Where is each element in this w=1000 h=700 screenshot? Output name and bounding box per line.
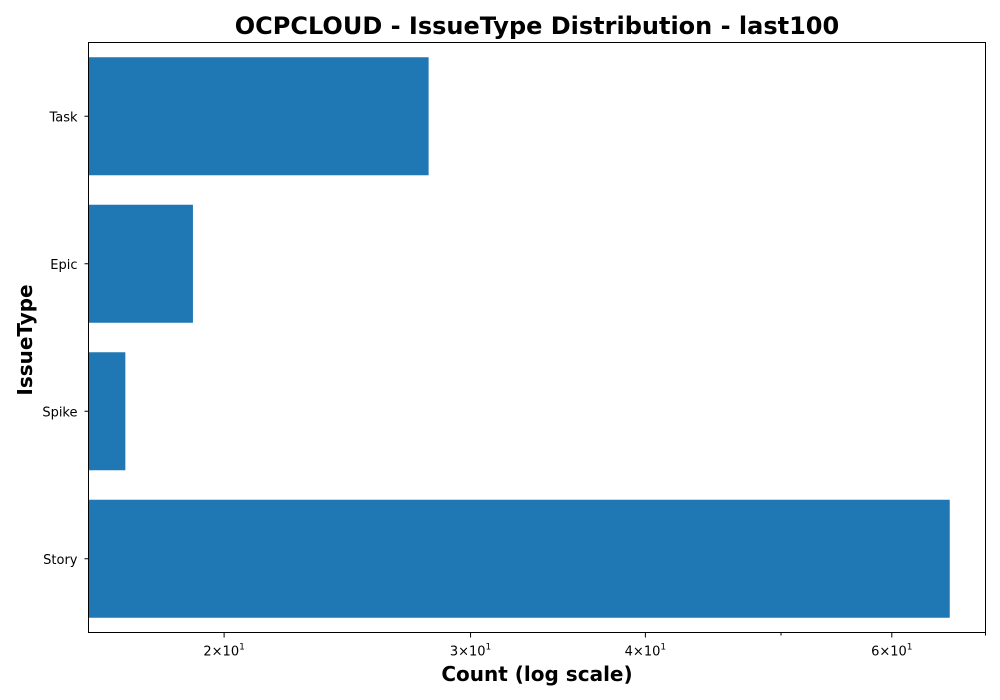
x-tick-label-30: 3×101 xyxy=(450,643,491,660)
plot-frame xyxy=(88,42,986,633)
x-tick-label-20: 2×101 xyxy=(203,643,244,660)
x-axis-label: Count (log scale) xyxy=(441,662,632,686)
y-axis: Task Epic Spike Story xyxy=(42,110,89,568)
y-tick-label-task: Task xyxy=(48,110,78,125)
y-tick-label-story: Story xyxy=(43,553,78,568)
x-tick-label-60: 6×101 xyxy=(871,643,912,660)
y-tick-label-spike: Spike xyxy=(42,405,77,420)
bar-task xyxy=(88,57,429,176)
x-tick-label-40: 4×101 xyxy=(625,643,666,660)
bars xyxy=(88,57,950,618)
x-axis: 2×101 3×101 4×101 6×101 xyxy=(203,632,986,660)
bar-story xyxy=(88,499,950,618)
y-axis-label: IssueType xyxy=(13,284,37,395)
bar-epic xyxy=(88,204,193,323)
bar-spike xyxy=(88,352,126,471)
y-tick-label-epic: Epic xyxy=(50,258,77,273)
chart-title: OCPCLOUD - IssueType Distribution - last… xyxy=(235,12,839,40)
